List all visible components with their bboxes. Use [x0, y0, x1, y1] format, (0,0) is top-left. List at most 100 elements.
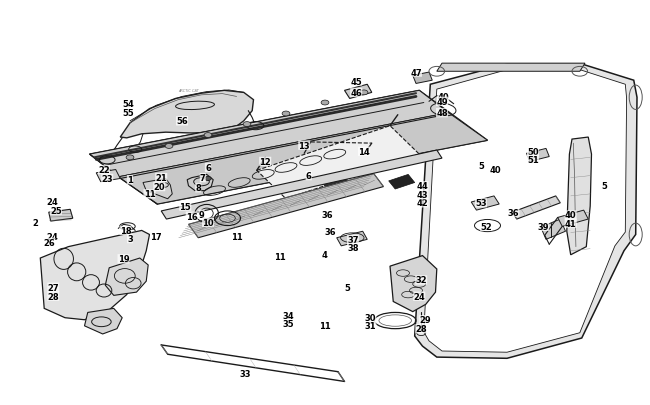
Text: 11: 11 — [319, 322, 331, 330]
Text: 38: 38 — [347, 243, 359, 252]
Text: 54: 54 — [123, 100, 135, 109]
Text: 6: 6 — [306, 172, 312, 181]
Text: 15: 15 — [179, 202, 191, 211]
Text: 41: 41 — [565, 219, 577, 228]
Ellipse shape — [360, 91, 368, 96]
Text: 2: 2 — [32, 218, 39, 227]
Polygon shape — [526, 149, 549, 162]
Text: 19: 19 — [118, 255, 129, 264]
Polygon shape — [90, 91, 448, 177]
Text: 27: 27 — [47, 283, 59, 292]
Polygon shape — [512, 196, 560, 220]
Text: 4: 4 — [322, 251, 328, 260]
Text: 37: 37 — [347, 235, 359, 244]
Ellipse shape — [243, 122, 251, 127]
Text: 46: 46 — [350, 89, 362, 98]
Text: 5: 5 — [478, 162, 484, 171]
Text: 11: 11 — [144, 190, 155, 199]
Text: 29: 29 — [419, 315, 431, 324]
Ellipse shape — [205, 177, 211, 181]
Polygon shape — [49, 210, 73, 222]
Text: 31: 31 — [365, 322, 376, 330]
Text: 26: 26 — [44, 239, 55, 247]
Text: 55: 55 — [123, 109, 135, 118]
Text: 53: 53 — [475, 199, 487, 208]
Polygon shape — [558, 211, 588, 227]
Text: 5: 5 — [601, 182, 608, 191]
Text: 24: 24 — [413, 292, 425, 301]
Polygon shape — [90, 91, 488, 205]
Text: 45: 45 — [350, 77, 362, 86]
Text: 40: 40 — [437, 93, 449, 102]
Polygon shape — [105, 258, 148, 296]
Polygon shape — [390, 256, 437, 312]
Text: 40: 40 — [565, 211, 577, 220]
Polygon shape — [120, 91, 254, 139]
Ellipse shape — [126, 156, 134, 160]
Ellipse shape — [282, 112, 290, 117]
Text: 20: 20 — [153, 183, 165, 192]
Text: 7: 7 — [200, 174, 205, 183]
Text: 17: 17 — [150, 232, 162, 241]
Text: 36: 36 — [508, 208, 519, 217]
Polygon shape — [344, 85, 372, 99]
Text: 52: 52 — [480, 222, 492, 231]
Polygon shape — [413, 73, 432, 84]
Polygon shape — [541, 220, 566, 240]
Text: 5: 5 — [344, 283, 351, 292]
Text: 25: 25 — [50, 206, 62, 215]
Text: 30: 30 — [365, 313, 376, 322]
Text: 13: 13 — [298, 141, 310, 150]
Text: 14: 14 — [358, 147, 370, 156]
Polygon shape — [118, 113, 488, 205]
Text: 18: 18 — [120, 226, 131, 235]
Polygon shape — [471, 196, 499, 211]
Polygon shape — [337, 232, 367, 246]
Text: 36: 36 — [324, 227, 336, 236]
Text: 12: 12 — [259, 158, 271, 166]
Polygon shape — [567, 138, 592, 255]
Text: 21: 21 — [155, 174, 167, 183]
Text: 28: 28 — [415, 324, 427, 333]
Text: 11: 11 — [274, 253, 285, 262]
Text: 32: 32 — [415, 276, 427, 285]
Text: 40: 40 — [489, 166, 501, 175]
Ellipse shape — [321, 101, 329, 106]
Text: 22: 22 — [98, 166, 110, 175]
Text: 49: 49 — [436, 98, 448, 107]
Text: ARCTIC CAT: ARCTIC CAT — [178, 89, 199, 93]
Text: 8: 8 — [196, 184, 201, 193]
Text: 43: 43 — [417, 191, 428, 200]
Ellipse shape — [165, 144, 173, 149]
Polygon shape — [161, 151, 442, 220]
Polygon shape — [322, 176, 351, 191]
Text: 35: 35 — [282, 320, 294, 328]
Polygon shape — [389, 175, 415, 190]
Text: 50: 50 — [527, 147, 539, 156]
Ellipse shape — [204, 133, 212, 138]
Text: 16: 16 — [186, 212, 198, 221]
Text: 48: 48 — [436, 109, 448, 118]
Polygon shape — [84, 309, 122, 334]
Text: 56: 56 — [176, 117, 188, 126]
Polygon shape — [257, 126, 419, 199]
Text: 11: 11 — [231, 232, 243, 241]
Text: 34: 34 — [282, 311, 294, 320]
Text: 51: 51 — [527, 156, 539, 164]
Polygon shape — [187, 175, 213, 191]
Text: 44: 44 — [417, 182, 428, 191]
Polygon shape — [188, 174, 384, 238]
Polygon shape — [143, 179, 172, 199]
Text: 28: 28 — [47, 292, 59, 301]
Text: 33: 33 — [240, 369, 252, 378]
Text: 9: 9 — [199, 210, 204, 219]
Polygon shape — [40, 231, 150, 320]
Text: 23: 23 — [101, 175, 113, 183]
Text: 6: 6 — [205, 164, 211, 173]
Text: 1: 1 — [127, 176, 133, 185]
Polygon shape — [437, 64, 585, 72]
Text: 10: 10 — [202, 218, 214, 227]
Text: 47: 47 — [410, 68, 422, 77]
Polygon shape — [96, 170, 120, 182]
Text: 24: 24 — [46, 232, 58, 241]
